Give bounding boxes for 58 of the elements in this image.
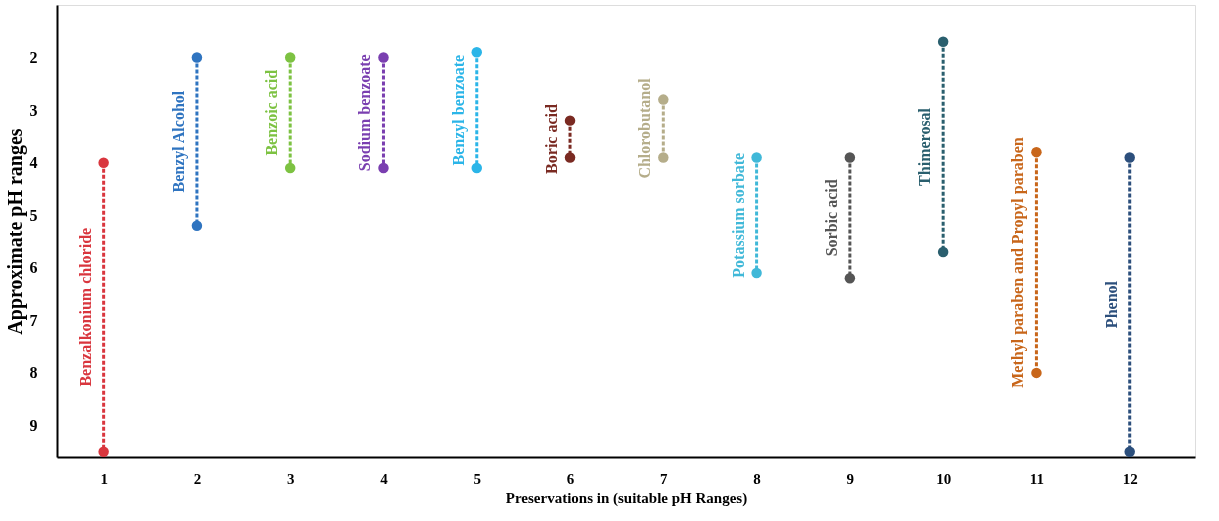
point [471, 162, 482, 174]
point [191, 52, 203, 63]
y-tick-label: 6 [29, 259, 38, 277]
x-tick-label: 5 [473, 470, 481, 487]
x-tick-label: 12 [1122, 470, 1138, 487]
text: Sorbic acid [822, 179, 840, 257]
x-tick-label: 9 [846, 470, 855, 487]
x-tick-label: 8 [753, 470, 761, 487]
x-axis-title: Preservations in (suitable pH Ranges) [505, 489, 748, 507]
text: Methyl paraben and Propyl paraben [1009, 137, 1028, 388]
point [1031, 367, 1042, 379]
point [378, 52, 389, 63]
text: Potassium sorbate [729, 152, 747, 278]
point [98, 157, 109, 168]
text: Phenol [1102, 280, 1120, 329]
text: Thimerosal [916, 107, 934, 186]
text: Sodium benzoate [356, 54, 374, 172]
text: Benzyl Alcohol [169, 90, 188, 193]
x-tick-label: 10 [936, 470, 952, 487]
point [658, 94, 669, 105]
x-tick-label: 11 [1029, 470, 1045, 487]
point [1124, 152, 1135, 163]
point [844, 152, 856, 163]
x-tick-label: 7 [660, 470, 669, 487]
point [1031, 146, 1042, 158]
x-tick-label: 4 [380, 470, 389, 487]
point [191, 220, 203, 231]
point [98, 446, 109, 457]
y-tick-label: 4 [29, 154, 38, 172]
point [751, 152, 762, 163]
text: Boric acid [543, 104, 561, 174]
point [844, 273, 856, 284]
y-tick-label: 2 [29, 49, 38, 67]
y-tick-label: 7 [29, 311, 38, 329]
x-tick-label: 3 [286, 470, 295, 487]
y-tick-label: 5 [29, 206, 38, 224]
x-tick-label: 6 [566, 470, 575, 487]
point [471, 47, 482, 58]
text: Benzyl benzoate [449, 54, 468, 166]
text: Benzalkonium chloride [76, 227, 94, 387]
text: Benzoic acid [263, 69, 281, 156]
text: Chlorobutanol [636, 77, 654, 179]
y-axis-title: Approximate pH ranges [3, 128, 27, 335]
point [658, 152, 669, 163]
y-tick-label: 9 [29, 416, 38, 434]
point [1124, 446, 1135, 457]
x-tick-label: 1 [100, 470, 108, 487]
y-tick-label: 3 [29, 101, 38, 119]
point [284, 162, 296, 174]
point [751, 267, 762, 279]
point [378, 162, 389, 174]
point [284, 52, 296, 63]
point [564, 115, 576, 126]
y-tick-label: 8 [29, 364, 38, 382]
x-tick-label: 2 [193, 470, 202, 487]
point [937, 36, 949, 48]
point [564, 152, 576, 163]
point [937, 246, 949, 258]
